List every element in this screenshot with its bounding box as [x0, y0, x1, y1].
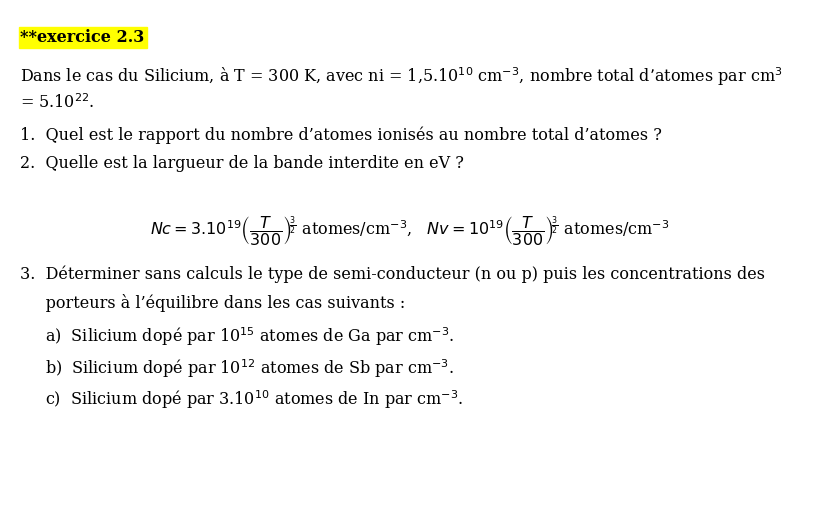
Text: 2.  Quelle est la largueur de la bande interdite en eV ?: 2. Quelle est la largueur de la bande in…: [20, 155, 464, 172]
Text: **exercice 2.3: **exercice 2.3: [20, 29, 145, 46]
Text: 3.  Déterminer sans calculs le type de semi-conducteur (n ou p) puis les concent: 3. Déterminer sans calculs le type de se…: [20, 266, 766, 283]
Text: 1.  Quel est le rapport du nombre d’atomes ionisés au nombre total d’atomes ?: 1. Quel est le rapport du nombre d’atome…: [20, 126, 663, 144]
Text: a)  Silicium dopé par 10$^{15}$ atomes de Ga par cm$^{-3}$.: a) Silicium dopé par 10$^{15}$ atomes de…: [45, 326, 455, 349]
Text: = 5.10$^{22}$.: = 5.10$^{22}$.: [20, 94, 95, 113]
Text: Dans le cas du Silicium, à T = 300 K, avec ni = 1,5.10$^{10}$ cm$^{-3}$, nombre : Dans le cas du Silicium, à T = 300 K, av…: [20, 65, 783, 88]
Text: c)  Silicium dopé par 3.10$^{10}$ atomes de In par cm$^{-3}$.: c) Silicium dopé par 3.10$^{10}$ atomes …: [45, 388, 464, 411]
Text: $Nc = 3.10^{19}\left(\dfrac{T}{300}\right)^{\!\frac{3}{2}}$ atomes/cm$^{-3}$,   : $Nc = 3.10^{19}\left(\dfrac{T}{300}\righ…: [150, 214, 669, 246]
Text: porteurs à l’équilibre dans les cas suivants :: porteurs à l’équilibre dans les cas suiv…: [20, 294, 405, 313]
Text: b)  Silicium dopé par 10$^{12}$ atomes de Sb par cm$^{-3}$.: b) Silicium dopé par 10$^{12}$ atomes de…: [45, 357, 455, 380]
